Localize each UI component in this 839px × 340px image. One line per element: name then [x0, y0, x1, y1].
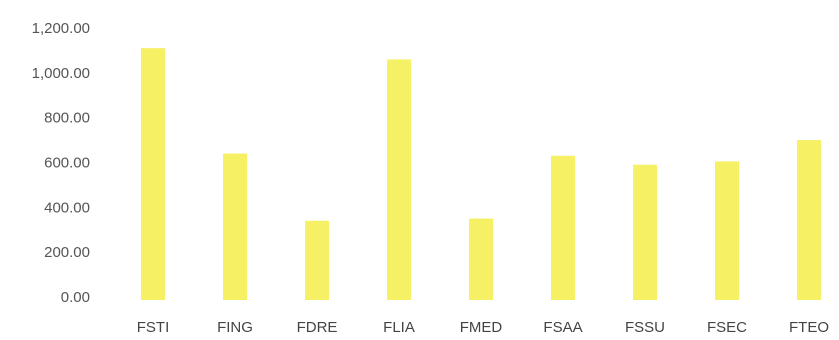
bar-fdre — [305, 220, 329, 300]
bar-fsec — [715, 161, 739, 300]
y-tick-label: 800.00 — [44, 110, 90, 127]
x-tick-label: FDRE — [297, 319, 338, 336]
x-tick-label: FMED — [460, 319, 503, 336]
bars-group — [141, 48, 821, 301]
x-tick-label: FSEC — [707, 319, 747, 336]
bar-fmed — [469, 218, 493, 300]
bar-fsti — [141, 48, 165, 300]
x-tick-label: FLIA — [383, 319, 415, 336]
bar-fing — [223, 153, 247, 300]
x-tick-label: FSSU — [625, 319, 665, 336]
x-tick-label: FTEO — [789, 319, 829, 336]
y-tick-label: 400.00 — [44, 199, 90, 216]
bar-fteo — [797, 140, 821, 300]
y-axis: 0.00 200.00 400.00 600.00 800.00 1,000.00 1,20… — [32, 20, 90, 306]
bar-fssu — [633, 164, 657, 300]
x-axis: FSTI FING FDRE FLIA FMED FSAA FSSU FSEC FTEO — [137, 319, 829, 336]
x-tick-label: FSTI — [137, 319, 170, 336]
bar-flia — [387, 59, 411, 301]
y-tick-label: 1,200.00 — [32, 20, 90, 37]
y-tick-label: 0.00 — [61, 289, 90, 306]
y-tick-label: 600.00 — [44, 155, 90, 172]
x-tick-label: FSAA — [543, 319, 582, 336]
y-tick-label: 1,000.00 — [32, 65, 90, 82]
x-tick-label: FING — [217, 319, 253, 336]
y-tick-label: 200.00 — [44, 244, 90, 261]
bar-fsaa — [551, 155, 575, 300]
